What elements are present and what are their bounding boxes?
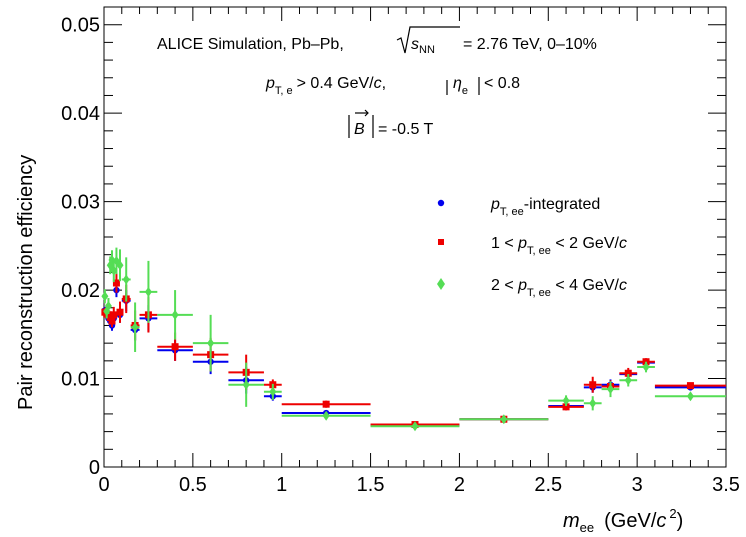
data-point xyxy=(589,398,597,409)
data-point xyxy=(269,386,277,397)
data-point xyxy=(500,414,508,425)
annotation-b-symbol: B xyxy=(354,121,365,138)
data-point xyxy=(606,384,614,395)
x-tick-label: 3 xyxy=(632,474,643,496)
plot-frame xyxy=(103,6,727,468)
data-point xyxy=(322,410,330,421)
x-tick-label: 3.5 xyxy=(712,474,740,496)
b-field-abs xyxy=(348,109,374,138)
data-point xyxy=(116,260,124,271)
annotation-line2: pT, e > 0.4 GeV/c, xyxy=(265,75,386,97)
x-tick-label: 2 xyxy=(454,474,465,496)
legend-marker-integrated xyxy=(437,199,445,207)
data-point xyxy=(624,369,632,377)
data-point xyxy=(122,274,130,285)
x-tick-label: 0 xyxy=(98,474,109,496)
series-0 xyxy=(101,283,726,429)
axis-ticks: 0 0.5 1 1.5 2 2.5 3 3.5 0 0.01 0.02 0.03 0.04 0.05 xyxy=(61,7,740,496)
annotation-line1: ALICE Simulation, Pb–Pb, xyxy=(157,36,344,53)
x-axis-title: mee (GeV/c 2) xyxy=(563,506,683,535)
annotation-eta: ηe < 0.8 xyxy=(453,75,520,97)
legend-label-2-4: 2 < pT, ee < 4 GeV/c xyxy=(491,277,627,299)
series-2 xyxy=(101,247,726,432)
annotation-energy: = 2.76 TeV, 0–10% xyxy=(463,36,597,53)
data-point xyxy=(171,343,179,351)
data-point xyxy=(642,362,650,373)
data-point xyxy=(101,291,109,302)
data-point xyxy=(589,381,597,389)
data-point xyxy=(116,308,124,316)
series-1 xyxy=(101,273,726,429)
y-tick-label: 0.05 xyxy=(61,15,100,37)
data-point xyxy=(562,395,570,406)
data-point xyxy=(104,301,112,311)
sqrt-symbol xyxy=(396,26,460,54)
data-point xyxy=(562,403,570,411)
y-tick-label: 0.01 xyxy=(61,369,100,391)
data-point xyxy=(322,400,330,408)
annotation-sqrt-s: sNN xyxy=(411,36,435,56)
data-point xyxy=(106,314,114,321)
y-tick-label: 0.02 xyxy=(61,280,100,302)
legend-marker-2-4 xyxy=(437,278,445,290)
data-point xyxy=(108,317,116,325)
data-point xyxy=(207,338,215,349)
data-point xyxy=(110,311,118,319)
data-point xyxy=(411,421,419,432)
data-point xyxy=(686,391,694,402)
data-marks xyxy=(101,247,726,432)
legend-label-1-2: 1 < pT, ee < 2 GeV/c xyxy=(491,235,627,257)
data-point xyxy=(624,375,632,386)
y-tick-label: 0 xyxy=(89,457,100,479)
data-point xyxy=(242,379,250,390)
legend: pT, ee-integrated 1 < pT, ee < 2 GeV/c 2… xyxy=(437,196,627,299)
data-point xyxy=(144,286,152,297)
data-point xyxy=(112,279,120,287)
annotation-b-value: = -0.5 T xyxy=(378,121,434,138)
x-tick-label: 1.5 xyxy=(357,474,385,496)
eta-abs-bars xyxy=(446,77,480,95)
y-tick-label: 0.03 xyxy=(61,192,100,214)
x-tick-label: 0.5 xyxy=(179,474,207,496)
data-point xyxy=(131,322,139,333)
legend-label-integrated: pT, ee-integrated xyxy=(490,196,600,218)
data-point xyxy=(171,309,179,320)
x-tick-label: 1 xyxy=(276,474,287,496)
y-axis-title: Pair reconstruction efficiency xyxy=(15,155,37,410)
legend-marker-1-2 xyxy=(438,239,444,245)
data-point xyxy=(686,382,694,390)
y-tick-label: 0.04 xyxy=(61,103,100,125)
x-tick-label: 2.5 xyxy=(534,474,562,496)
